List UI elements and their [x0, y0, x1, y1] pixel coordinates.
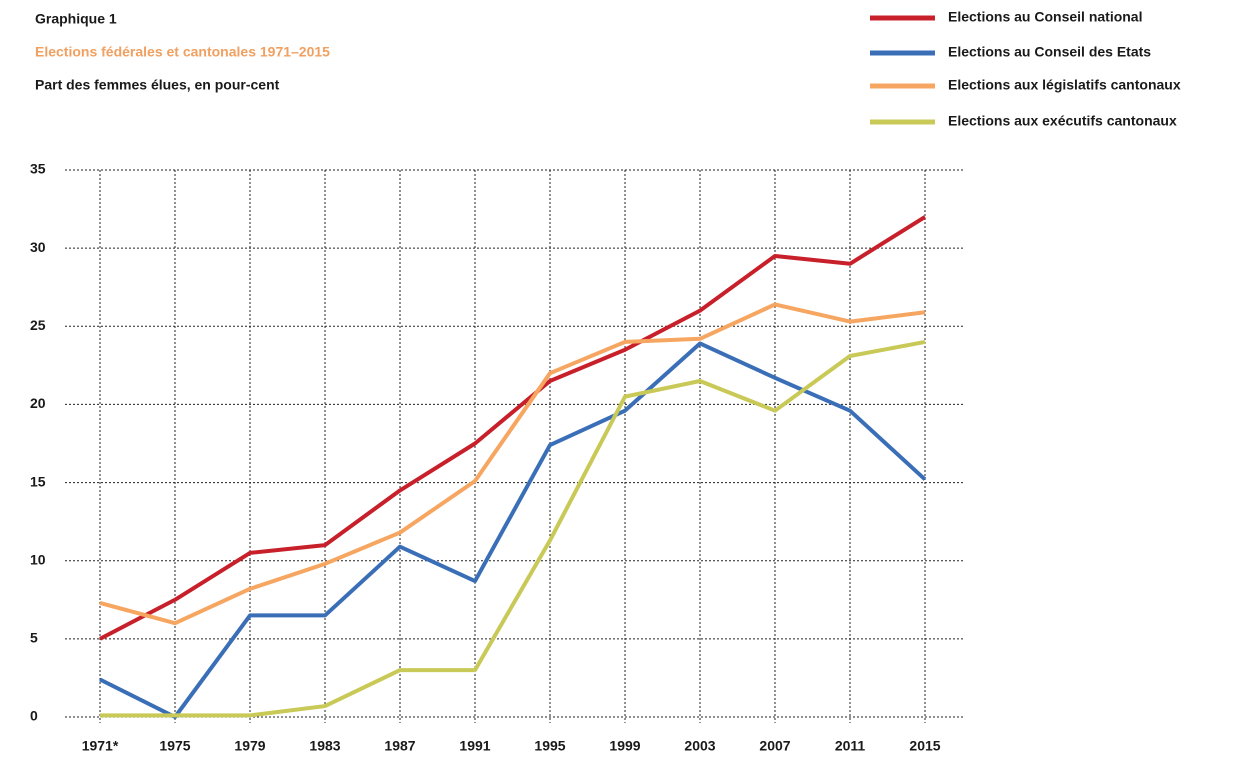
- x-tick-label: 2003: [684, 738, 715, 754]
- y-tick-label: 35: [30, 161, 46, 177]
- series-line: [99, 215, 927, 641]
- chart-subtitle: Elections fédérales et cantonales 1971–2…: [35, 44, 330, 60]
- x-tick-label: 1983: [309, 738, 340, 754]
- y-tick-label: 15: [30, 473, 46, 489]
- y-tick-label: 0: [30, 708, 38, 724]
- x-tick-label: 2015: [909, 738, 940, 754]
- x-tick-label: 1991: [459, 738, 490, 754]
- y-tick-label: 10: [30, 551, 46, 567]
- x-tick-label: 1971*: [82, 738, 119, 754]
- x-tick-label: 1995: [534, 738, 565, 754]
- x-tick-label: 1979: [234, 738, 265, 754]
- series-line: [99, 341, 927, 719]
- x-tick-label: 1987: [384, 738, 415, 754]
- series-line: [99, 302, 926, 626]
- legend-label: Elections au Conseil des Etats: [948, 44, 1151, 60]
- y-tick-label: 5: [30, 630, 38, 646]
- x-tick-label: 1999: [609, 738, 640, 754]
- y-tick-label: 30: [30, 239, 46, 255]
- series-line: [100, 339, 926, 718]
- legend-label: Elections aux législatifs cantonaux: [948, 77, 1181, 93]
- legend-label: Elections aux exécutifs cantonaux: [948, 113, 1177, 129]
- chart-title: Graphique 1: [35, 11, 117, 27]
- y-axis-label: Part des femmes élues, en pour-cent: [35, 77, 280, 93]
- x-tick-label: 2011: [835, 738, 866, 754]
- y-tick-label: 20: [30, 395, 46, 411]
- x-tick-label: 1975: [159, 738, 190, 754]
- y-tick-label: 25: [30, 317, 46, 333]
- legend-label: Elections au Conseil national: [948, 9, 1142, 25]
- x-tick-label: 2007: [759, 738, 790, 754]
